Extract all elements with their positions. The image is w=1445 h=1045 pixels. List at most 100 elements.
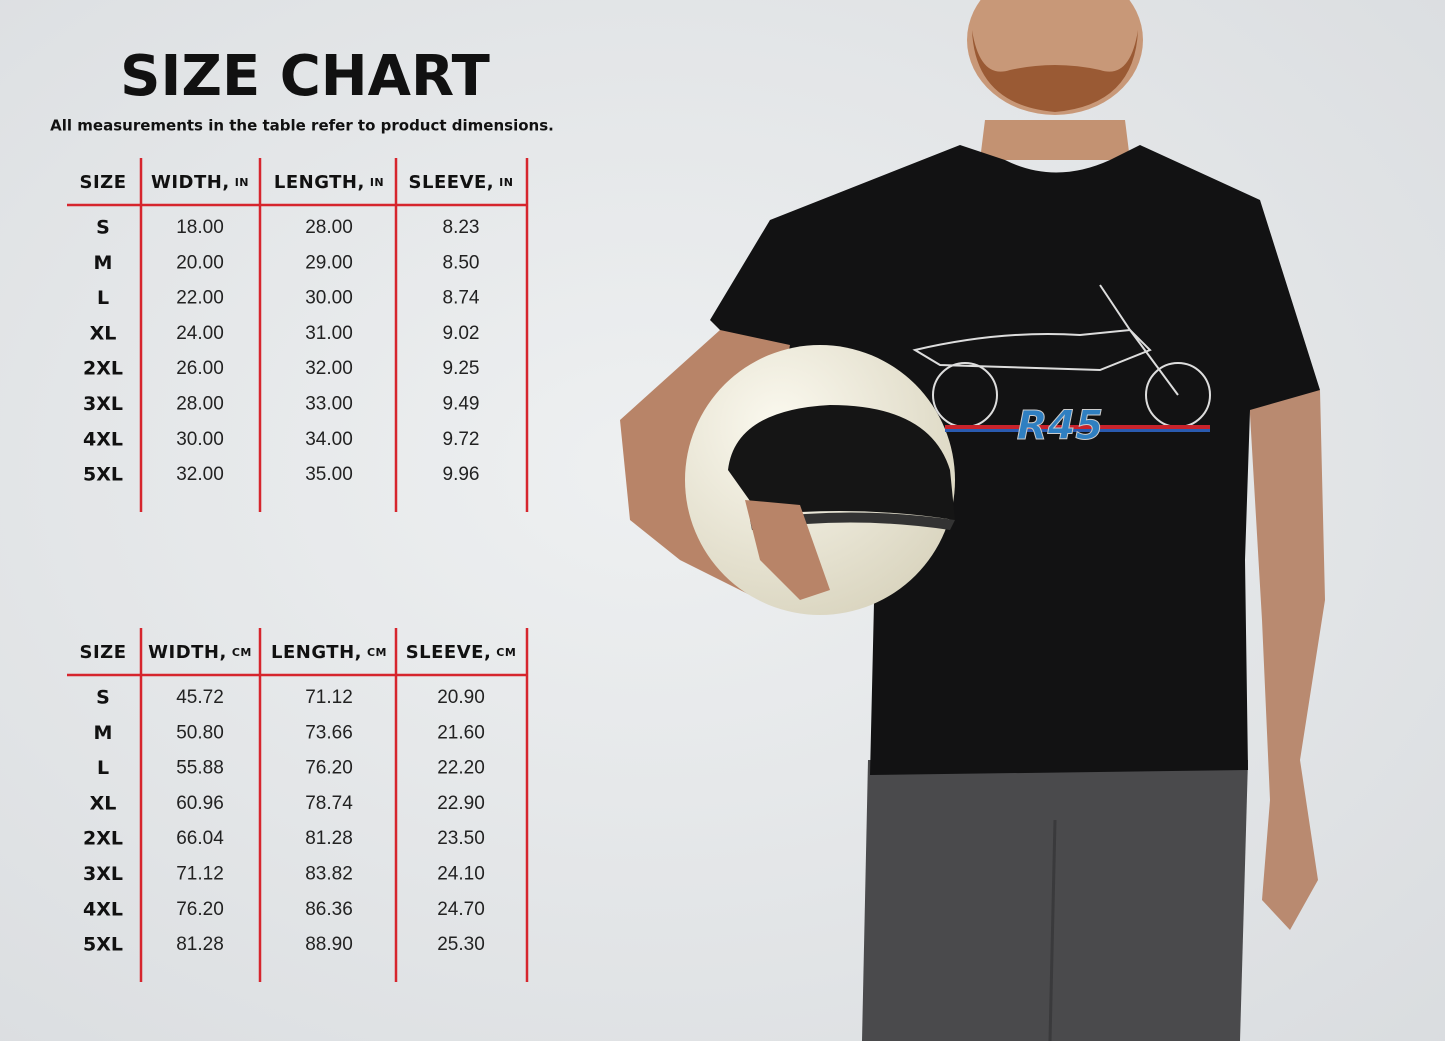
measurement: 21.60 [437,722,485,743]
measurement: 60.96 [176,793,224,814]
shirt-graphic-text: R45 [1017,403,1103,449]
tables: SIZE WIDTH, IN LENGTH, IN SLEEVE, IN S 18.00 28.0… [67,158,529,982]
column-label: LENGTH, [274,172,365,193]
measurement: 45.72 [176,687,224,708]
right-arm [1248,380,1325,930]
size-label: 5XL [83,934,123,956]
subtitle: All measurements in the table refer to p… [50,117,554,135]
measurement: 22.00 [176,288,224,309]
column-header: SIZE [79,172,126,193]
column-header: SLEEVE, IN [409,172,514,193]
measurement: 24.00 [176,323,224,344]
column-unit: IN [370,176,384,189]
column-header: WIDTH, IN [151,172,249,193]
size-label: XL [90,322,117,344]
column-header: WIDTH, CM [148,642,252,663]
title: SIZE CHART [120,44,490,109]
measurement: 20.90 [437,687,485,708]
size-label: 5XL [83,464,123,486]
size-label: S [96,217,110,239]
measurement: 83.82 [305,864,353,885]
size-label: 4XL [83,898,123,920]
measurement: 71.12 [305,687,353,708]
bike-fork [1099,284,1179,396]
bike-outline [912,328,1152,372]
column-label: SIZE [79,642,126,663]
jeans [862,760,1248,1041]
size-label: 3XL [83,863,123,885]
size-label: 2XL [83,828,123,850]
jeans-seam [1048,819,1057,1042]
measurement: 8.23 [443,217,480,238]
column-label: SLEEVE, [406,642,492,663]
column-unit: CM [232,646,252,659]
column-label: SLEEVE, [409,172,495,193]
column-unit: IN [499,176,513,189]
measurement: 32.00 [176,464,224,485]
measurement: 78.74 [305,793,353,814]
neck [980,120,1130,160]
column-label: LENGTH, [271,642,362,663]
measurement: 71.12 [176,864,224,885]
measurement: 20.00 [176,252,224,273]
measurement: 23.50 [437,828,485,849]
size-table: SIZE WIDTH, IN LENGTH, IN SLEEVE, IN S 18.00 28.0… [67,158,529,512]
column-label: WIDTH, [151,172,230,193]
size-label: 4XL [83,428,123,450]
measurement: 81.28 [305,828,353,849]
measurement: 9.96 [443,464,480,485]
measurement: 26.00 [176,358,224,379]
measurement: 24.70 [437,899,485,920]
column-unit: CM [367,646,387,659]
measurement: 8.74 [443,288,480,309]
t-shirt [710,145,1320,775]
measurement: 22.90 [437,793,485,814]
measurement: 29.00 [305,252,353,273]
model-photo: R45 [620,0,1325,1042]
size-label: M [94,252,113,274]
measurement: 30.00 [305,288,353,309]
helmet-visor [728,405,955,520]
measurement: 9.02 [443,323,480,344]
measurement: 9.49 [443,394,480,415]
measurement: 34.00 [305,429,353,450]
size-label: L [97,287,109,309]
stripe-blue [945,429,1210,432]
column-label: WIDTH, [148,642,227,663]
measurement: 32.00 [305,358,353,379]
measurement: 22.20 [437,758,485,779]
stripe-red [945,425,1210,429]
column-header: SIZE [79,642,126,663]
measurement: 28.00 [176,394,224,415]
column-header: SLEEVE, CM [406,642,517,663]
size-label: S [96,687,110,709]
measurement: 33.00 [305,394,353,415]
measurement: 81.28 [176,934,224,955]
measurement: 18.00 [176,217,224,238]
measurement: 88.90 [305,934,353,955]
measurement: 66.04 [176,828,224,849]
column-header: LENGTH, IN [274,172,384,193]
measurement: 25.30 [437,934,485,955]
measurement: 86.36 [305,899,353,920]
measurement: 50.80 [176,722,224,743]
hand [745,500,830,600]
measurement: 76.20 [305,758,353,779]
measurement: 76.20 [176,899,224,920]
size-label: 2XL [83,358,123,380]
measurement: 35.00 [305,464,353,485]
size-label: L [97,757,109,779]
size-label: XL [90,792,117,814]
column-label: SIZE [79,172,126,193]
column-header: LENGTH, CM [271,642,387,663]
measurement: 31.00 [305,323,353,344]
measurement: 9.72 [443,429,480,450]
measurement: 8.50 [443,252,480,273]
measurement: 24.10 [437,864,485,885]
size-table: SIZE WIDTH, CM LENGTH, CM SLEEVE, CM S 45.72 71.1… [67,628,529,982]
measurement: 55.88 [176,758,224,779]
size-label: 3XL [83,393,123,415]
measurement: 30.00 [176,429,224,450]
